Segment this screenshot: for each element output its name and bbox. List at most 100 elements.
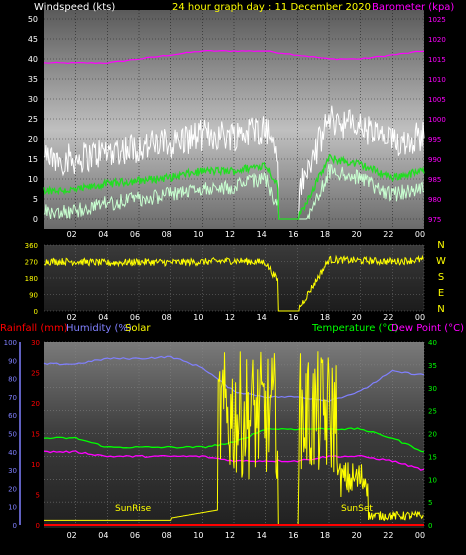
x-tick-label: 04 bbox=[98, 531, 108, 540]
temperature-line bbox=[43, 427, 425, 453]
x-tick-label: 14 bbox=[257, 230, 267, 239]
barometer-tick-label: 1000 bbox=[428, 116, 446, 124]
compass-label: N bbox=[437, 240, 444, 251]
compass-label: S bbox=[438, 272, 444, 283]
x-tick-label: 16 bbox=[288, 313, 298, 322]
windspeed-low-line bbox=[43, 163, 425, 220]
humidity-tick-label: 70 bbox=[8, 394, 17, 402]
temperature-panel-axis-ticks: 0 10 20 30 40 50 60 70 80 90 100 0 5 10 15 20 25 30 0 5 10 15… bbox=[4, 339, 437, 530]
x-tick-label: 02 bbox=[67, 230, 77, 239]
wind-tick-label: 0 bbox=[33, 215, 38, 224]
direction-tick-label: 360 bbox=[25, 242, 38, 250]
barometer-line bbox=[43, 49, 425, 65]
rainfall-tick-label: 30 bbox=[31, 339, 40, 347]
temperature-tick-label: 5 bbox=[428, 499, 432, 507]
direction-panel-axis-ticks: 0 90 180 270 360 bbox=[25, 242, 38, 316]
wind-panel-series bbox=[43, 49, 425, 220]
wind-tick-label: 50 bbox=[28, 15, 38, 24]
x-tick-label: 08 bbox=[162, 230, 172, 239]
x-tick-label: 10 bbox=[193, 230, 203, 239]
rainfall-tick-label: 10 bbox=[31, 461, 40, 469]
humidity-tick-label: 40 bbox=[8, 449, 17, 457]
dewpoint-axis-label: Dew Point (°C) bbox=[391, 323, 464, 334]
barometer-tick-label: 980 bbox=[428, 196, 441, 204]
x-tick-label: 20 bbox=[352, 230, 362, 239]
humidity-tick-label: 60 bbox=[8, 412, 17, 420]
x-tick-label: 08 bbox=[162, 531, 172, 540]
humidity-line bbox=[43, 355, 425, 403]
x-tick-label: 06 bbox=[130, 313, 140, 322]
x-tick-label: 22 bbox=[383, 313, 393, 322]
barometer-tick-label: 1020 bbox=[428, 36, 446, 44]
humidity-tick-label: 10 bbox=[8, 504, 17, 512]
temperature-tick-label: 35 bbox=[428, 362, 437, 370]
direction-tick-label: 270 bbox=[25, 259, 38, 267]
x-tick-label: 10 bbox=[193, 531, 203, 540]
wind-panel-axis-ticks: 0510152025303540455097598098599099510001… bbox=[28, 15, 446, 224]
sunrise-label: SunRise bbox=[115, 504, 152, 514]
x-tick-label: 04 bbox=[98, 313, 108, 322]
x-tick-label: 18 bbox=[320, 531, 330, 540]
x-tick-label: 18 bbox=[320, 313, 330, 322]
x-tick-label: 12 bbox=[225, 531, 235, 540]
x-tick-label: 00 bbox=[415, 531, 425, 540]
sunset-label: SunSet bbox=[341, 504, 373, 514]
x-tick-label: 02 bbox=[67, 313, 77, 322]
humidity-tick-label: 0 bbox=[13, 522, 17, 530]
direction-panel-series bbox=[43, 254, 424, 312]
rainfall-axis-label: Rainfall (mm) bbox=[0, 323, 68, 334]
temperature-tick-label: 10 bbox=[428, 476, 437, 484]
humidity-tick-label: 80 bbox=[8, 376, 17, 384]
humidity-tick-label: 50 bbox=[8, 431, 17, 439]
rainfall-tick-label: 25 bbox=[31, 370, 40, 378]
temperature-tick-label: 20 bbox=[428, 431, 437, 439]
temperature-panel-series bbox=[43, 351, 425, 526]
compass-label: E bbox=[438, 288, 444, 299]
wind-tick-label: 25 bbox=[28, 115, 38, 124]
humidity-tick-label: 90 bbox=[8, 357, 17, 365]
x-tick-label: 04 bbox=[98, 230, 108, 239]
x-tick-label: 12 bbox=[225, 230, 235, 239]
temperature-tick-label: 25 bbox=[428, 408, 437, 416]
wind-tick-label: 30 bbox=[28, 95, 38, 104]
x-tick-label: 06 bbox=[130, 230, 140, 239]
wind-tick-label: 5 bbox=[33, 195, 38, 204]
compass-label: W bbox=[436, 256, 446, 267]
compass-label: N bbox=[437, 304, 444, 315]
x-tick-label: 16 bbox=[288, 230, 298, 239]
direction-tick-label: 90 bbox=[29, 292, 38, 300]
temperature-tick-label: 0 bbox=[428, 522, 432, 530]
x-tick-label: 22 bbox=[383, 230, 393, 239]
x-tick-label: 08 bbox=[162, 313, 172, 322]
x-tick-label: 14 bbox=[257, 531, 267, 540]
barometer-tick-label: 975 bbox=[428, 216, 441, 224]
wind-tick-label: 35 bbox=[28, 75, 38, 84]
barometer-tick-label: 1015 bbox=[428, 56, 446, 64]
x-tick-label: 20 bbox=[352, 313, 362, 322]
x-tick-label: 22 bbox=[383, 531, 393, 540]
barometer-tick-label: 1010 bbox=[428, 76, 446, 84]
x-tick-label: 00 bbox=[415, 230, 425, 239]
windspeed-average-line bbox=[43, 153, 425, 220]
windspeed-axis-label: Windspeed (kts) bbox=[34, 2, 115, 13]
barometer-tick-label: 1005 bbox=[428, 96, 446, 104]
x-tick-label: 06 bbox=[130, 531, 140, 540]
x-tick-label: 16 bbox=[288, 531, 298, 540]
wind-tick-label: 20 bbox=[28, 135, 38, 144]
barometer-tick-label: 990 bbox=[428, 156, 441, 164]
barometer-tick-label: 985 bbox=[428, 176, 441, 184]
humidity-axis-label: Humidity (%) bbox=[66, 323, 132, 334]
x-axis-tick-labels: 02 04 06 08 10 12 14 16 18 20 22 00 02 04 06 08 10 12 14 16… bbox=[67, 230, 426, 540]
direction-panel-gridlines bbox=[44, 244, 425, 312]
x-tick-label: 18 bbox=[320, 230, 330, 239]
temperature-tick-label: 40 bbox=[428, 339, 437, 347]
x-tick-label: 10 bbox=[193, 313, 203, 322]
x-tick-label: 02 bbox=[67, 531, 77, 540]
temperature-tick-label: 30 bbox=[428, 385, 437, 393]
wind-tick-label: 40 bbox=[28, 55, 38, 64]
barometer-tick-label: 1025 bbox=[428, 16, 446, 24]
solar-axis-label: Solar bbox=[125, 323, 151, 334]
humidity-tick-label: 100 bbox=[4, 339, 17, 347]
wind-tick-label: 45 bbox=[28, 35, 38, 44]
